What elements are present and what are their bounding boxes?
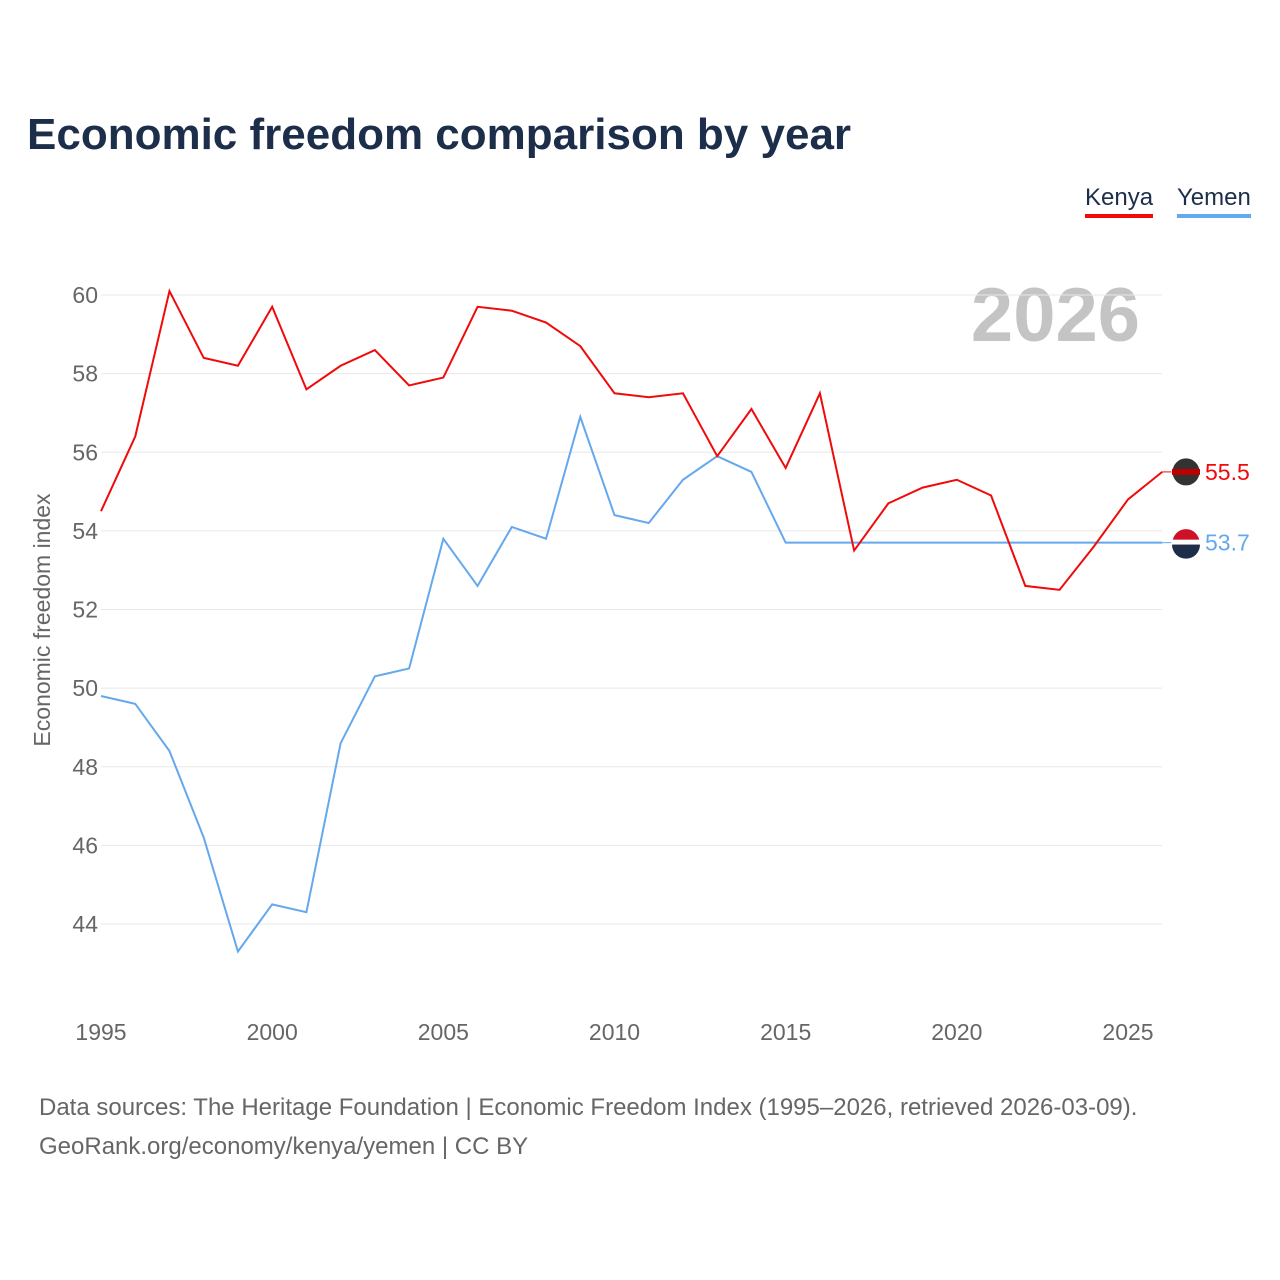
current-year-label: 2026 xyxy=(970,273,1140,358)
flag-stripe xyxy=(1172,544,1200,559)
x-tick-label: 2005 xyxy=(418,1019,469,1045)
source-line-1: Data sources: The Heritage Foundation | … xyxy=(39,1094,1138,1121)
source-note: Data sources: The Heritage Foundation | … xyxy=(39,1088,1137,1166)
series-line-yemen xyxy=(100,413,1163,954)
legend-yemen[interactable]: Yemen xyxy=(1177,184,1251,218)
y-tick-label: 48 xyxy=(72,754,98,780)
y-tick-label: 54 xyxy=(72,518,98,544)
y-tick-label: 50 xyxy=(72,675,98,701)
end-value-label-yemen: 53.7 xyxy=(1205,530,1250,556)
legend-kenya[interactable]: Kenya xyxy=(1085,184,1154,218)
x-tick-label: 2000 xyxy=(247,1019,298,1045)
x-tick-label: 1995 xyxy=(75,1019,126,1045)
x-tick-label: 2025 xyxy=(1102,1019,1153,1045)
y-tick-label: 60 xyxy=(72,282,98,308)
y-tick-label: 58 xyxy=(72,361,98,387)
source-line-2[interactable]: GeoRank.org/economy/kenya/yemen | CC BY xyxy=(39,1133,529,1160)
x-tick-label: 2010 xyxy=(589,1019,640,1045)
flag-stripe xyxy=(1172,468,1200,475)
y-tick-label: 46 xyxy=(72,832,98,858)
x-tick-label: 2015 xyxy=(760,1019,811,1045)
y-tick-label: 44 xyxy=(72,911,98,937)
x-tick-label: 2020 xyxy=(931,1019,982,1045)
chart-title: Economic freedom comparison by year xyxy=(27,110,852,159)
series-line-kenya xyxy=(100,288,1163,591)
flag-stripe xyxy=(1172,539,1200,545)
y-axis-label: Economic freedom index xyxy=(29,493,55,747)
y-tick-label: 56 xyxy=(72,439,98,465)
y-tick-label: 52 xyxy=(72,597,98,623)
end-value-label-kenya: 55.5 xyxy=(1205,459,1250,485)
